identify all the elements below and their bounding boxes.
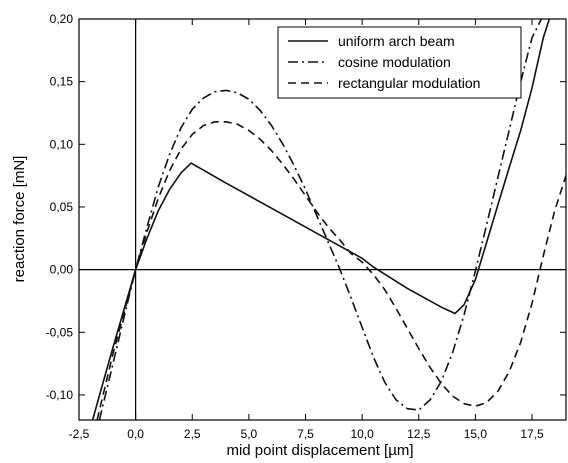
x-tick-label: 15,0 [464,427,488,441]
y-tick-label: 0,05 [50,200,74,214]
x-tick-label: 17,5 [520,427,544,441]
legend-label-1: uniform arch beam [338,33,455,49]
x-tick-label: 2,5 [184,427,201,441]
zero-lines [79,19,566,420]
series-line-1 [91,19,551,420]
x-tick-label: 10,0 [350,427,374,441]
x-tick-label: 7,5 [297,427,314,441]
plot-frame [78,18,567,421]
legend: uniform arch beam cosine modulation rectan… [277,26,522,99]
legend-box [277,26,522,99]
y-tick-label: 0,15 [50,75,74,89]
x-tick-label: 5,0 [241,427,258,441]
x-tick-label: 0,0 [127,427,144,441]
legend-label-2: cosine modulation [338,54,451,70]
legend-label-3: rectangular modulation [338,75,480,91]
y-tick-label: -0,05 [46,325,74,339]
y-tick-label: 0,10 [50,137,74,151]
y-tick-label: 0,20 [50,12,74,26]
series-line-2 [98,19,543,420]
series-layer [91,19,566,420]
x-axis-label: mid point displacement [µm] [226,442,413,459]
ticks [78,18,566,420]
x-tick-label: 12,5 [407,427,431,441]
tick-labels: -2,5 0,0 2,5 5,0 7,5 10,0 12,5 15,0 17,5 -0,10 -0,… [46,12,544,441]
x-tick-label: -2,5 [69,427,90,441]
y-axis-label: reaction force [mN] [11,156,28,283]
series-line-3 [96,121,566,420]
y-tick-label: -0,10 [46,388,74,402]
y-tick-label: 0,00 [50,263,74,277]
